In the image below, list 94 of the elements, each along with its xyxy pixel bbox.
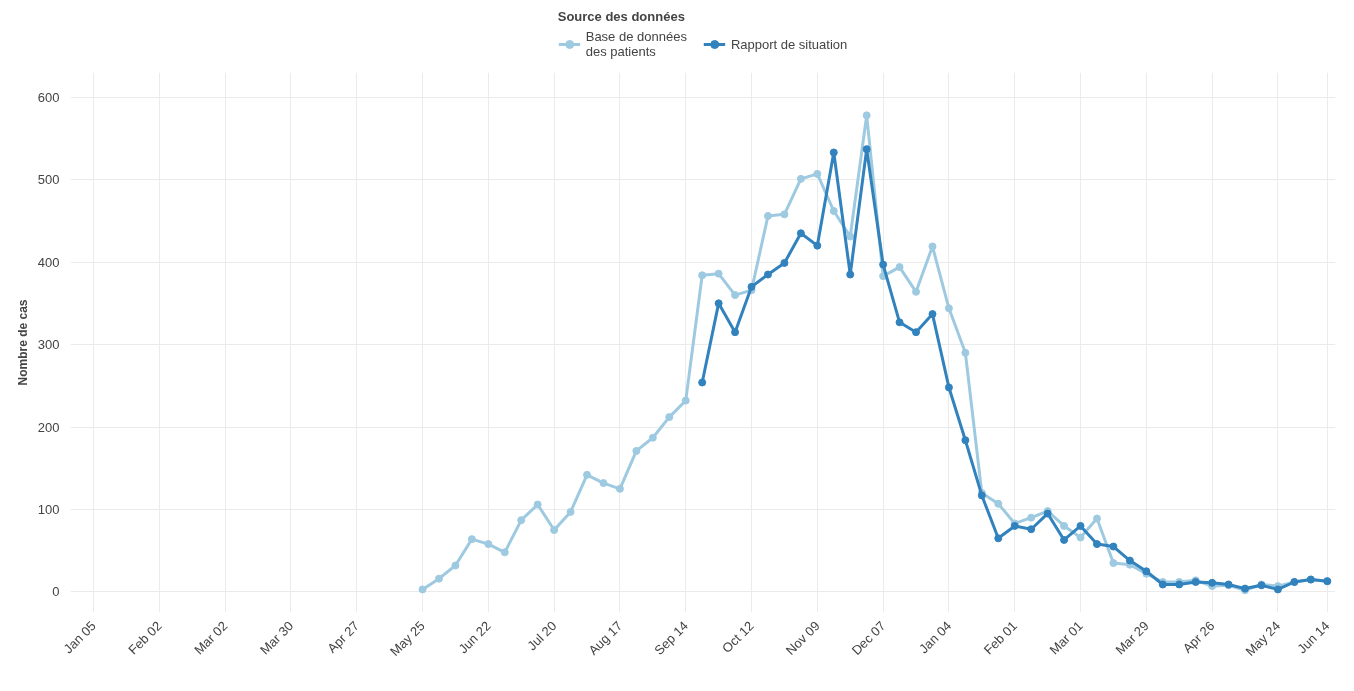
point: [944, 304, 953, 313]
y-tick-label: 500: [37, 172, 60, 188]
x-tick-label: Feb 01: [980, 618, 1021, 658]
point: [994, 534, 1003, 543]
point: [1060, 521, 1069, 530]
y-tick-label: 100: [37, 501, 60, 517]
point: [583, 470, 592, 479]
point: [1076, 533, 1085, 542]
point: [912, 287, 921, 296]
x-tick-label: Mar 02: [191, 618, 231, 658]
point: [763, 211, 772, 220]
point: [813, 241, 822, 250]
point: [961, 348, 970, 357]
point: [846, 270, 855, 279]
point: [665, 413, 674, 422]
point: [747, 282, 756, 291]
x-tick-label: Feb 02: [125, 618, 165, 658]
point: [928, 242, 937, 251]
point: [763, 270, 772, 279]
point: [1092, 540, 1101, 549]
point: [648, 433, 657, 442]
point: [731, 291, 740, 300]
point: [944, 383, 953, 392]
point: [681, 396, 690, 405]
point: [813, 169, 822, 178]
point: [796, 229, 805, 238]
x-tick-label: Nov 09: [782, 618, 823, 658]
point: [829, 207, 838, 215]
point: [862, 111, 871, 120]
y-tick-label: 400: [37, 254, 60, 270]
point: [615, 484, 624, 493]
legend-label: Base de données des patients: [585, 29, 687, 59]
point: [1208, 578, 1217, 587]
point: [796, 174, 805, 183]
x-tick-label: Jun 14: [1294, 618, 1333, 657]
x-tick-label: Mar 30: [257, 618, 297, 658]
point: [550, 526, 559, 535]
point: [467, 535, 476, 544]
x-tick-label: Sep 14: [651, 618, 692, 658]
x-tick-label: Mar 01: [1046, 618, 1086, 658]
point: [714, 299, 723, 308]
point: [1027, 525, 1036, 534]
x-tick-label: Apr 27: [324, 618, 363, 656]
x-tick-label: Jan 05: [60, 618, 99, 657]
point: [895, 263, 904, 272]
point: [451, 561, 460, 570]
point: [434, 574, 443, 583]
x-tick-label: Aug 17: [585, 618, 626, 658]
point: [731, 328, 740, 337]
y-tick-label: 0: [52, 584, 60, 600]
point: [1092, 514, 1101, 523]
point: [418, 585, 427, 594]
point: [780, 210, 789, 219]
point: [599, 479, 608, 488]
point: [1060, 535, 1069, 544]
x-tick-label: Jun 22: [455, 618, 494, 657]
point: [846, 232, 855, 241]
point: [879, 260, 888, 269]
x-tick-label: Oct 12: [719, 618, 757, 656]
y-tick-label: 600: [37, 89, 60, 105]
point: [533, 500, 542, 509]
point: [912, 328, 921, 337]
point: [961, 436, 970, 445]
point: [698, 378, 707, 387]
point: [698, 271, 707, 280]
x-tick-label: Jul 20: [524, 618, 560, 654]
point: [928, 310, 937, 319]
point: [1076, 521, 1085, 530]
point: [517, 516, 526, 525]
point: [895, 318, 904, 327]
x-tick-label: May 25: [387, 618, 428, 659]
point: [1109, 542, 1118, 551]
point: [484, 540, 493, 549]
point: [862, 145, 871, 154]
point: [632, 446, 641, 455]
point: [1027, 513, 1036, 522]
legend-title: Source des données: [557, 9, 686, 24]
point: [714, 269, 723, 278]
x-tick-label: Apr 26: [1179, 618, 1218, 656]
point: [994, 499, 1003, 508]
x-tick-label: Jan 04: [916, 618, 955, 657]
y-axis-title: Nombre de cas: [15, 299, 30, 386]
point: [780, 258, 789, 267]
point: [1109, 559, 1118, 568]
y-tick-label: 200: [37, 419, 60, 435]
x-tick-label: Mar 29: [1112, 618, 1152, 658]
x-tick-label: Dec 07: [848, 618, 889, 658]
point: [566, 507, 575, 516]
point: [1125, 556, 1134, 565]
point: [829, 148, 838, 157]
legend-label: Rapport de situation: [730, 36, 848, 52]
y-tick-label: 300: [37, 337, 60, 353]
point: [500, 548, 509, 557]
x-tick-label: May 24: [1242, 618, 1284, 659]
